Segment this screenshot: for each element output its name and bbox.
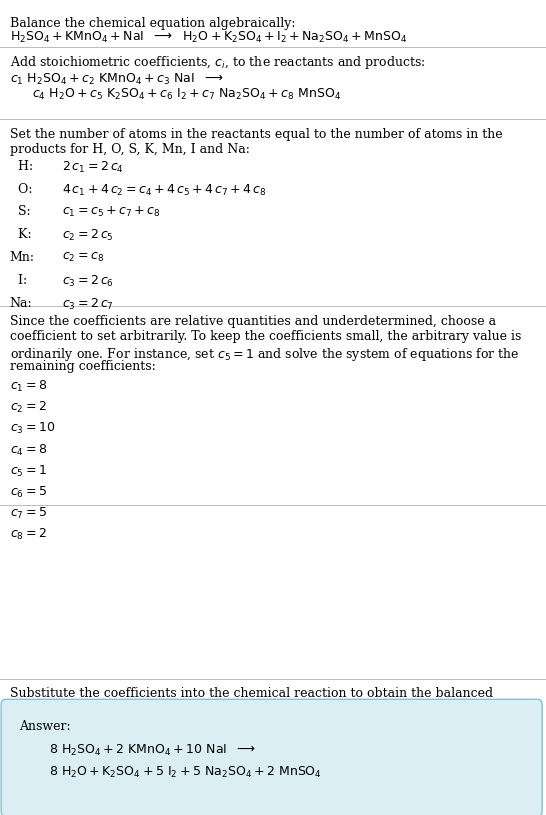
FancyBboxPatch shape — [1, 699, 542, 815]
Text: H:: H: — [10, 160, 33, 173]
Text: $c_2 = c_8$: $c_2 = c_8$ — [62, 251, 104, 264]
Text: Set the number of atoms in the reactants equal to the number of atoms in the: Set the number of atoms in the reactants… — [10, 128, 502, 141]
Text: $c_4 = 8$: $c_4 = 8$ — [10, 443, 47, 458]
Text: Since the coefficients are relative quantities and underdetermined, choose a: Since the coefficients are relative quan… — [10, 315, 496, 328]
Text: $2\,c_1 = 2\,c_4$: $2\,c_1 = 2\,c_4$ — [62, 160, 123, 175]
Text: $c_1\ \mathrm{H_2SO_4} + c_2\ \mathrm{KMnO_4} + c_3\ \mathrm{NaI}\ \ \longrighta: $c_1\ \mathrm{H_2SO_4} + c_2\ \mathrm{KM… — [10, 72, 224, 87]
Text: $c_1 = c_5 + c_7 + c_8$: $c_1 = c_5 + c_7 + c_8$ — [62, 205, 160, 219]
Text: O:: O: — [10, 183, 32, 196]
Text: products for H, O, S, K, Mn, I and Na:: products for H, O, S, K, Mn, I and Na: — [10, 143, 250, 156]
Text: $c_3 = 10$: $c_3 = 10$ — [10, 421, 55, 437]
Text: $8\ \mathrm{H_2SO_4} + 2\ \mathrm{KMnO_4} + 10\ \mathrm{NaI}\ \ \longrightarrow$: $8\ \mathrm{H_2SO_4} + 2\ \mathrm{KMnO_4… — [49, 742, 257, 758]
Text: K:: K: — [10, 228, 32, 241]
Text: $c_6 = 5$: $c_6 = 5$ — [10, 485, 47, 500]
Text: $c_8 = 2$: $c_8 = 2$ — [10, 527, 46, 543]
Text: Add stoichiometric coefficients, $c_i$, to the reactants and products:: Add stoichiometric coefficients, $c_i$, … — [10, 54, 425, 71]
Text: $c_1 = 8$: $c_1 = 8$ — [10, 379, 47, 394]
Text: remaining coefficients:: remaining coefficients: — [10, 360, 156, 373]
Text: $4\,c_1 + 4\,c_2 = c_4 + 4\,c_5 + 4\,c_7 + 4\,c_8$: $4\,c_1 + 4\,c_2 = c_4 + 4\,c_5 + 4\,c_7… — [62, 183, 266, 198]
Text: ordinarily one. For instance, set $c_5 = 1$ and solve the system of equations fo: ordinarily one. For instance, set $c_5 =… — [10, 346, 519, 363]
Text: $c_4\ \mathrm{H_2O} + c_5\ \mathrm{K_2SO_4} + c_6\ \mathrm{I_2} + c_7\ \mathrm{N: $c_4\ \mathrm{H_2O} + c_5\ \mathrm{K_2SO… — [32, 87, 341, 103]
Text: coefficient to set arbitrarily. To keep the coefficients small, the arbitrary va: coefficient to set arbitrarily. To keep … — [10, 330, 521, 343]
Text: Answer:: Answer: — [19, 720, 71, 734]
Text: $8\ \mathrm{H_2O} + \mathrm{K_2SO_4} + 5\ \mathrm{I_2} + 5\ \mathrm{Na_2SO_4} + : $8\ \mathrm{H_2O} + \mathrm{K_2SO_4} + 5… — [49, 765, 322, 781]
Text: $c_7 = 5$: $c_7 = 5$ — [10, 506, 47, 522]
Text: Na:: Na: — [10, 297, 32, 310]
Text: Mn:: Mn: — [10, 251, 35, 264]
Text: $c_3 = 2\,c_6$: $c_3 = 2\,c_6$ — [62, 274, 114, 289]
Text: I:: I: — [10, 274, 27, 287]
Text: Substitute the coefficients into the chemical reaction to obtain the balanced: Substitute the coefficients into the che… — [10, 687, 493, 700]
Text: $\mathrm{H_2SO_4} + \mathrm{KMnO_4} + \mathrm{NaI}\ \ \longrightarrow\ \ \mathrm: $\mathrm{H_2SO_4} + \mathrm{KMnO_4} + \m… — [10, 30, 407, 46]
Text: $c_5 = 1$: $c_5 = 1$ — [10, 464, 47, 479]
Text: Balance the chemical equation algebraically:: Balance the chemical equation algebraica… — [10, 17, 295, 30]
Text: $c_2 = 2$: $c_2 = 2$ — [10, 400, 46, 416]
Text: equation:: equation: — [10, 703, 69, 716]
Text: $c_2 = 2\,c_5$: $c_2 = 2\,c_5$ — [62, 228, 114, 244]
Text: S:: S: — [10, 205, 31, 218]
Text: $c_3 = 2\,c_7$: $c_3 = 2\,c_7$ — [62, 297, 114, 312]
